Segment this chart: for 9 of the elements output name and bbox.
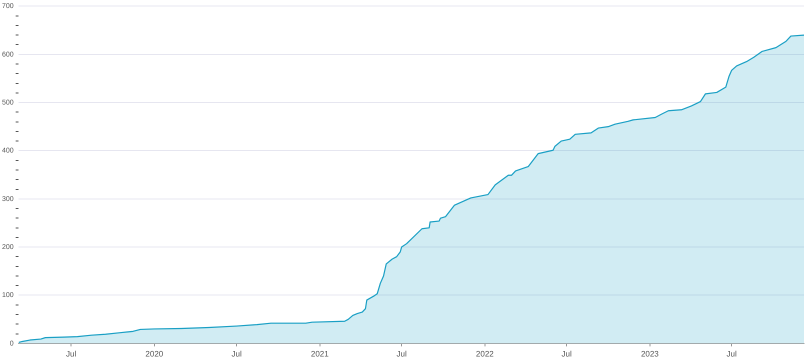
- x-tick-label: Jul: [231, 349, 242, 358]
- x-tick-label: 2020: [145, 349, 164, 358]
- x-tick-label: 2022: [476, 349, 494, 358]
- x-tick-label: 2021: [310, 349, 330, 358]
- x-tick-label: Jul: [562, 349, 572, 358]
- x-tick-label: Jul: [726, 349, 737, 358]
- x-tick-label: 2023: [640, 349, 660, 358]
- x-tick-label: Jul: [66, 349, 76, 358]
- x-tick-label: Jul: [396, 349, 407, 358]
